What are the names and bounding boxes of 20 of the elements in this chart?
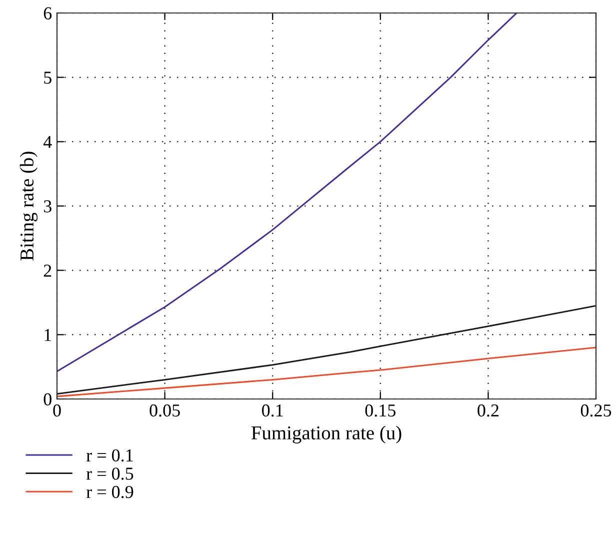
y-tick-label: 2 (44, 264, 52, 277)
legend-label: r = 0.5 (86, 468, 134, 480)
line-series (57, 304, 596, 395)
y-tick-label: 3 (44, 200, 52, 212)
x-tick-label: 0.25 (580, 404, 612, 417)
y-tick-label: 1 (44, 329, 52, 341)
line-series (57, 13, 518, 372)
x-tick-label: 0.15 (365, 404, 396, 417)
y-tick-label: 6 (44, 7, 52, 20)
x-tick-label: 0.2 (478, 404, 498, 417)
x-tick-label: 0 (53, 404, 61, 417)
y-tick-label: 5 (44, 72, 52, 84)
x-tick-label: 0.05 (150, 404, 180, 417)
y-tick-label: 4 (43, 136, 52, 148)
legend-label: r = 0.1 (86, 449, 133, 462)
y-tick-label: 0 (44, 393, 52, 406)
x-tick-label: 0.1 (262, 404, 283, 417)
x-axis-title: Fumigation rate (u) (251, 426, 402, 444)
legend-label: r = 0.9 (86, 486, 134, 498)
y-axis-title: Biting rate (b) (20, 152, 38, 261)
